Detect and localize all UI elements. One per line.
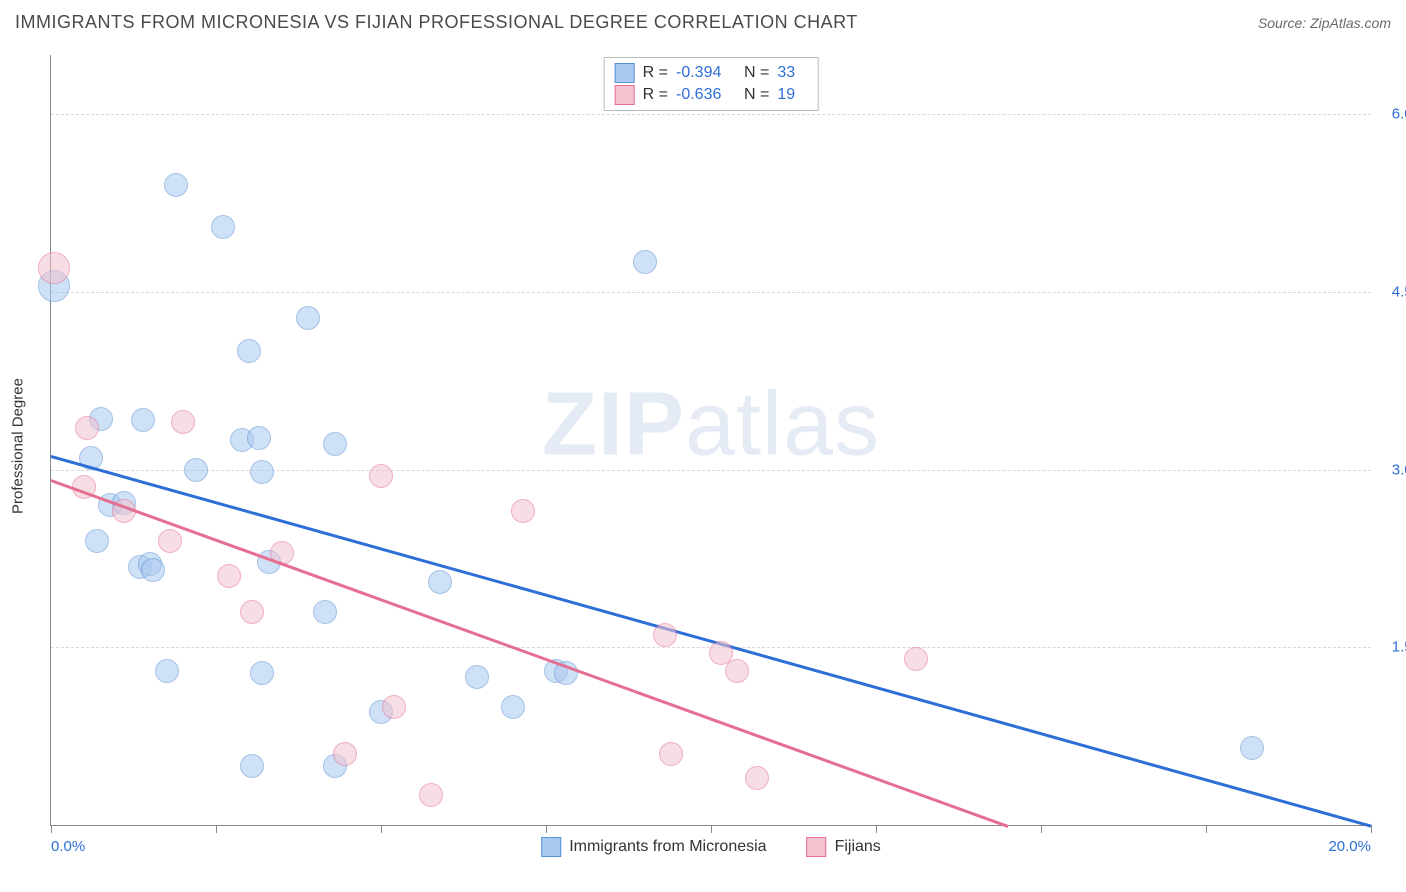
chart-source: Source: ZipAtlas.com	[1258, 15, 1391, 31]
scatter-point	[250, 460, 274, 484]
scatter-point	[1240, 736, 1264, 760]
scatter-point	[725, 659, 749, 683]
legend-swatch	[807, 837, 827, 857]
x-tick	[51, 825, 52, 833]
scatter-point	[240, 600, 264, 624]
gridline	[51, 114, 1371, 115]
scatter-point	[904, 647, 928, 671]
chart-header: IMMIGRANTS FROM MICRONESIA VS FIJIAN PRO…	[15, 12, 1391, 33]
scatter-point	[75, 416, 99, 440]
legend-item: Fijians	[807, 837, 881, 857]
scatter-point	[237, 339, 261, 363]
scatter-point	[323, 432, 347, 456]
scatter-point	[211, 215, 235, 239]
r-label: R =	[643, 64, 668, 82]
scatter-point	[511, 499, 535, 523]
y-tick-label: 6.0%	[1392, 106, 1406, 123]
legend-swatch	[541, 837, 561, 857]
x-tick-label: 20.0%	[1328, 838, 1371, 855]
x-tick	[1371, 825, 1372, 833]
x-tick	[711, 825, 712, 833]
legend-label: Fijians	[835, 838, 881, 856]
scatter-point	[158, 529, 182, 553]
n-label: N =	[744, 86, 769, 104]
r-value: -0.636	[676, 86, 736, 104]
n-value: 33	[777, 64, 807, 82]
x-tick	[1206, 825, 1207, 833]
legend-label: Immigrants from Micronesia	[569, 838, 766, 856]
plot-area: ZIPatlas R =-0.394N =33R =-0.636N =19 Im…	[50, 55, 1371, 826]
scatter-point	[313, 600, 337, 624]
scatter-point	[131, 408, 155, 432]
n-value: 19	[777, 86, 807, 104]
scatter-point	[141, 558, 165, 582]
scatter-point	[653, 623, 677, 647]
scatter-point	[85, 529, 109, 553]
stats-row: R = -0.636 N = 19	[615, 84, 808, 106]
scatter-point	[428, 570, 452, 594]
gridline	[51, 292, 1371, 293]
x-tick	[216, 825, 217, 833]
r-value: -0.394	[676, 64, 736, 82]
r-label: R =	[643, 86, 668, 104]
stats-legend: R = -0.394 N = 33 R = -0.636 N = 19	[604, 57, 819, 111]
scatter-point	[38, 252, 70, 284]
stats-row: R = -0.394 N = 33	[615, 62, 808, 84]
trend-line	[51, 479, 1009, 827]
scatter-point	[419, 783, 443, 807]
watermark: ZIPatlas	[542, 373, 880, 476]
scatter-point	[247, 426, 271, 450]
scatter-point	[465, 665, 489, 689]
scatter-point	[171, 410, 195, 434]
legend-swatch	[615, 63, 635, 83]
x-tick	[876, 825, 877, 833]
x-tick	[1041, 825, 1042, 833]
series-legend: Immigrants from Micronesia Fijians	[541, 837, 881, 857]
gridline	[51, 470, 1371, 471]
scatter-point	[382, 695, 406, 719]
x-tick	[546, 825, 547, 833]
chart-title: IMMIGRANTS FROM MICRONESIA VS FIJIAN PRO…	[15, 12, 858, 33]
y-tick-label: 4.5%	[1392, 283, 1406, 300]
scatter-point	[501, 695, 525, 719]
n-label: N =	[744, 64, 769, 82]
scatter-point	[155, 659, 179, 683]
scatter-point	[240, 754, 264, 778]
scatter-point	[250, 661, 274, 685]
y-tick-label: 3.0%	[1392, 461, 1406, 478]
x-tick-label: 0.0%	[51, 838, 85, 855]
scatter-point	[633, 250, 657, 274]
scatter-point	[745, 766, 769, 790]
scatter-point	[184, 458, 208, 482]
y-axis-label: Professional Degree	[10, 378, 27, 514]
scatter-point	[659, 742, 683, 766]
y-tick-label: 1.5%	[1392, 639, 1406, 656]
scatter-point	[164, 173, 188, 197]
scatter-point	[296, 306, 320, 330]
x-tick	[381, 825, 382, 833]
scatter-point	[217, 564, 241, 588]
legend-swatch	[615, 85, 635, 105]
legend-item: Immigrants from Micronesia	[541, 837, 766, 857]
scatter-point	[333, 742, 357, 766]
scatter-point	[369, 464, 393, 488]
